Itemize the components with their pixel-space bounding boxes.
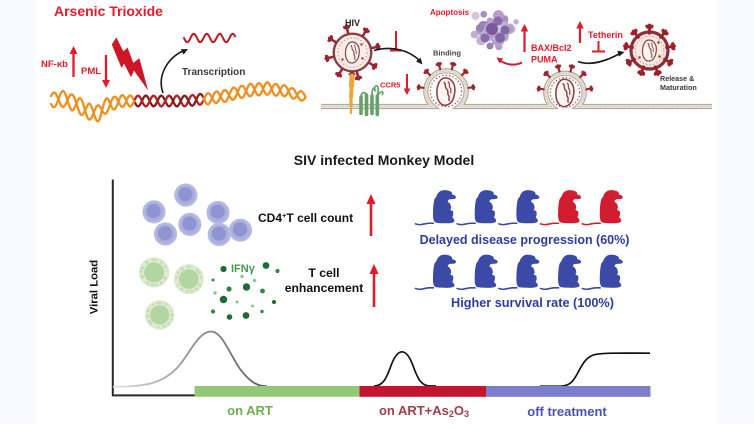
svg-text:Binding: Binding (433, 49, 461, 58)
svg-text:Higher survival rate (100%): Higher survival rate (100%) (451, 296, 614, 310)
svg-text:on ART: on ART (227, 403, 273, 418)
svg-text:Delayed disease progression (6: Delayed disease progression (60%) (420, 233, 630, 247)
svg-text:T cell: T cell (308, 266, 339, 280)
svg-text:off treatment: off treatment (527, 404, 607, 419)
svg-text:SIV infected Monkey Model: SIV infected Monkey Model (294, 152, 474, 168)
svg-text:Arsenic Trioxide: Arsenic Trioxide (54, 3, 163, 19)
svg-text:Tetherin: Tetherin (588, 30, 623, 40)
svg-text:Transcription: Transcription (182, 67, 245, 78)
svg-text:NF-κb: NF-κb (41, 59, 68, 70)
svg-text:HIV: HIV (345, 18, 360, 28)
svg-text:IFNγ: IFNγ (231, 263, 256, 275)
svg-text:BAX/Bcl2: BAX/Bcl2 (531, 43, 572, 53)
svg-text:Apoptosis: Apoptosis (430, 8, 470, 17)
svg-text:PML: PML (81, 66, 101, 77)
svg-text:Maturation: Maturation (660, 83, 697, 92)
svg-text:enhancement: enhancement (285, 281, 364, 295)
svg-text:CCR5: CCR5 (380, 81, 400, 90)
svg-text:on ART+As2O3: on ART+As2O3 (379, 403, 469, 419)
svg-text:Viral Load: Viral Load (89, 260, 101, 315)
svg-text:PUMA: PUMA (531, 55, 558, 65)
svg-text:Release &: Release & (660, 74, 694, 83)
svg-text:CD4+T cell count: CD4+T cell count (258, 211, 353, 225)
